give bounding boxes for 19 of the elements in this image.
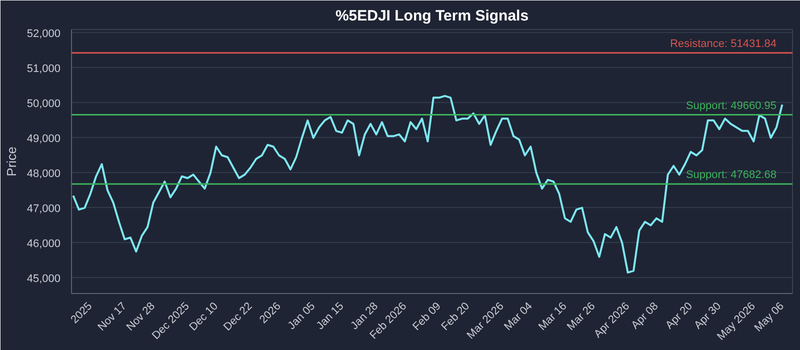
ref-line-label: Resistance: 51431.84	[670, 38, 777, 50]
x-tick-label: Apr 20	[664, 300, 695, 332]
ref-line-label: Support: 47682.68	[686, 168, 777, 181]
ref-line-label: Support: 49660.95	[686, 100, 777, 112]
y-tick-label: 45,000	[26, 272, 61, 285]
x-tick-label: Apr 08	[629, 300, 661, 332]
y-axis-title: Price	[4, 146, 19, 176]
x-tick-label: Mar 04	[502, 300, 535, 333]
y-tick-label: 47,000	[26, 202, 61, 215]
y-tick-label: 51,000	[26, 62, 61, 75]
y-tick-label: 52,000	[26, 28, 61, 40]
y-tick-label: 49,000	[26, 132, 61, 145]
chart-title: %5EDJI Long Term Signals	[335, 8, 529, 24]
x-tick-label: Dec 22	[222, 300, 255, 334]
line-series	[72, 94, 784, 274]
y-tick-label: 46,000	[26, 238, 61, 250]
y-tick-label: 50,000	[26, 98, 61, 110]
y-tick-label: 48,000	[26, 168, 61, 180]
x-tick-label: Dec 10	[187, 300, 220, 334]
